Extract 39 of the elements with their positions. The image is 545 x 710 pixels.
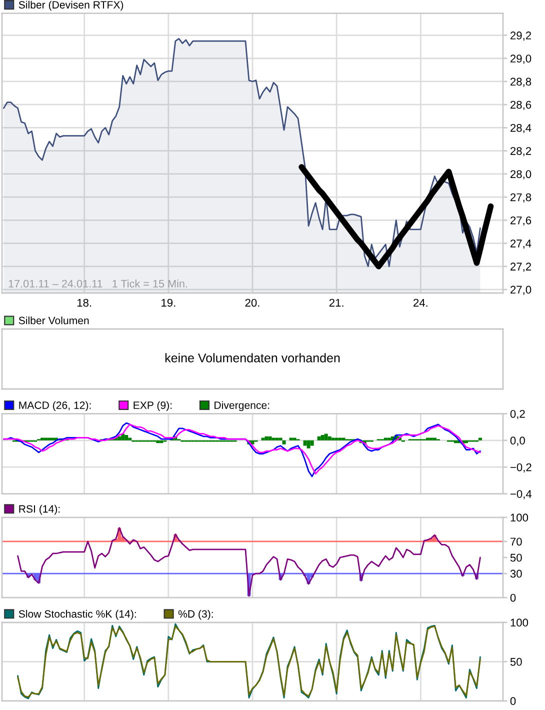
y-tick-label: 28,2 — [510, 147, 532, 156]
legend-label: Slow Stochastic %K (14): — [18, 610, 136, 620]
y-tick-label: 100 — [510, 514, 528, 522]
y-tick-label: 30 — [510, 570, 522, 578]
annotation: 17.01.11 – 24.01.11 1 Tick = 15 Min. — [8, 280, 188, 288]
legend-label: Silber Volumen — [18, 316, 89, 324]
legend-label: Divergence: — [214, 401, 270, 412]
y-tick-label: 27,4 — [510, 240, 532, 249]
legend-label: Silber (Devisen RTFX) — [18, 0, 124, 11]
y-tick-label: 50 — [510, 658, 522, 666]
y-tick-label: 50 — [510, 554, 522, 562]
x-tick-label: 20. — [245, 298, 260, 307]
y-tick-label: 28,4 — [510, 124, 532, 134]
y-tick-label: 27,0 — [510, 286, 532, 295]
y-tick-label: 0 — [510, 697, 516, 706]
y-tick-label: −0,4 — [510, 490, 532, 500]
y-tick-label: 28,0 — [510, 170, 532, 180]
y-tick-label: 100 — [510, 618, 528, 627]
y-tick-label: 27,6 — [510, 216, 532, 226]
y-tick-label: 27,2 — [510, 262, 532, 272]
y-tick-label: 27,8 — [510, 193, 532, 203]
legend-label: EXP (9): — [134, 401, 172, 412]
legend-label: MACD (26, 12): — [19, 401, 91, 412]
x-tick-label: 19. — [162, 298, 176, 307]
x-tick-label: 18. — [77, 298, 92, 307]
y-tick-label: 29,0 — [510, 54, 532, 64]
y-tick-label: 28,8 — [510, 78, 532, 87]
y-tick-label: −0,2 — [510, 463, 532, 473]
x-tick-label: 21. — [329, 298, 344, 307]
legend-label: RSI (14): — [19, 504, 60, 515]
y-tick-label: 28,6 — [510, 100, 532, 110]
text: keine Volumendaten vorhanden — [165, 353, 340, 362]
y-tick-label: 0,0 — [510, 436, 525, 446]
x-tick-label: 24. — [414, 298, 428, 307]
y-tick-label: 70 — [510, 538, 522, 546]
y-tick-label: 0,2 — [510, 410, 525, 420]
y-tick-label: 0 — [510, 594, 516, 602]
y-tick-label: 29,2 — [510, 32, 532, 41]
legend-label: %D (3): — [178, 610, 213, 620]
